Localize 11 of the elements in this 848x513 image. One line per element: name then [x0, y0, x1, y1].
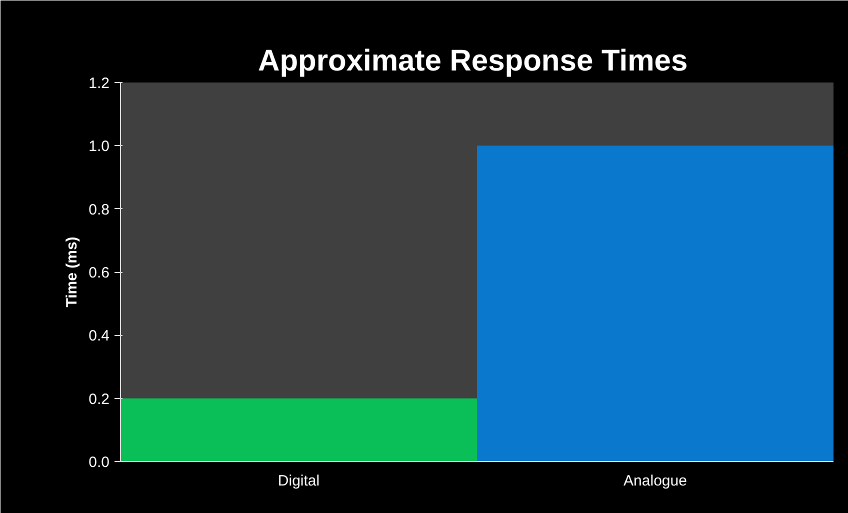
y-tick-label: 1.2: [88, 75, 110, 92]
y-tick-label: 0.6: [88, 264, 110, 282]
x-tick-label: Analogue: [624, 472, 687, 490]
chart-title: Approximate Response Times: [258, 44, 688, 78]
y-tick-label: 0.4: [88, 328, 110, 345]
y-tick-label: 1.0: [88, 138, 110, 156]
x-tick-label: Digital: [278, 472, 320, 490]
y-tick-label: 0.2: [88, 390, 110, 408]
y-axis-title: Time (ms): [64, 236, 81, 308]
y-tick-label: 0.0: [88, 454, 110, 471]
y-tick-label: 0.8: [88, 201, 110, 218]
